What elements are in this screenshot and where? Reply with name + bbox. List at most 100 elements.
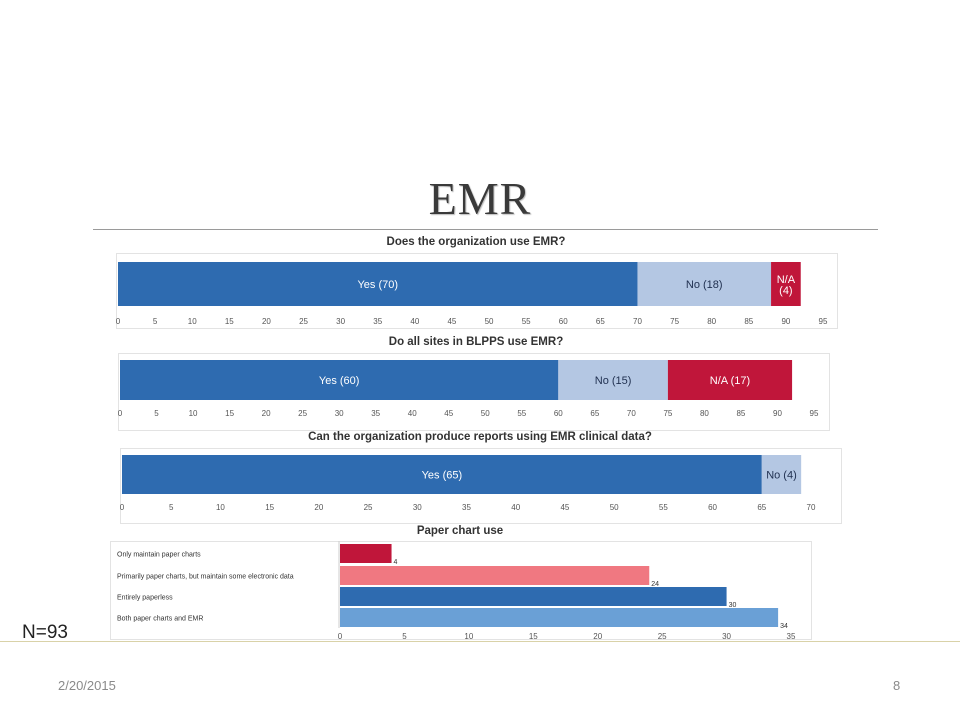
chart3-segment-label-0: Yes (65): [422, 470, 463, 482]
chart2-title: Do all sites in BLPPS use EMR?: [388, 336, 564, 348]
chart3-tick-5: 25: [364, 503, 373, 512]
chart2-tick-11: 55: [517, 409, 526, 418]
chart3-tick-11: 55: [659, 503, 668, 512]
chart4-tick-6: 30: [722, 632, 731, 641]
chart1-segment-2: [771, 262, 801, 306]
chart4-bar-1: [340, 566, 650, 585]
chart2-tick-0: 0: [118, 409, 123, 418]
chart2-segment-0: [120, 360, 559, 400]
chart2-tick-4: 20: [262, 409, 271, 418]
chart3-tick-2: 10: [216, 503, 225, 512]
chart4-category-label-1: Primarily paper charts, but maintain som…: [117, 574, 294, 581]
chart2-tick-1: 5: [154, 409, 159, 418]
chart1-tick-4: 20: [262, 317, 271, 326]
chart1-tick-18: 90: [781, 317, 790, 326]
chart3-segment-label-1: No (4): [766, 470, 797, 482]
chart4-category-label-3: Both paper charts and EMR: [117, 616, 203, 623]
chart2-tick-9: 45: [444, 409, 453, 418]
chart3-tick-8: 40: [511, 503, 520, 512]
sample-size-label: N=93: [22, 622, 68, 643]
chart2-tick-5: 25: [298, 409, 307, 418]
chart3-tick-7: 35: [462, 503, 471, 512]
page-number: 8: [893, 678, 901, 693]
chart4-category-label-0: Only maintain paper charts: [117, 552, 201, 559]
chart1-tick-19: 95: [819, 317, 828, 326]
chart4-bar-3: [340, 608, 779, 627]
chart1-tick-15: 75: [670, 317, 679, 326]
chart4-tick-3: 15: [529, 632, 538, 641]
chart3-tick-12: 60: [708, 503, 717, 512]
chart1-tick-1: 5: [153, 317, 158, 326]
chart1-tick-16: 80: [707, 317, 716, 326]
chart1-tick-8: 40: [410, 317, 419, 326]
chart2-segment-2: [667, 360, 793, 400]
chart3-title: Can the organization produce reports usi…: [308, 431, 652, 443]
chart4-value-label-0: 4: [394, 559, 398, 566]
chart2-tick-12: 60: [554, 409, 563, 418]
chart1-tick-10: 50: [485, 317, 494, 326]
chart3-tick-3: 15: [265, 503, 274, 512]
chart4-tick-0: 0: [338, 632, 343, 641]
chart2-tick-17: 85: [736, 409, 745, 418]
chart3-segment-1: [761, 455, 802, 494]
chart1-tick-9: 45: [447, 317, 456, 326]
chart1-tick-13: 65: [596, 317, 605, 326]
chart1-tick-7: 35: [373, 317, 382, 326]
chart1-title: Does the organization use EMR?: [386, 236, 566, 248]
chart2-tick-10: 50: [481, 409, 490, 418]
chart3-tick-1: 5: [169, 503, 174, 512]
chart4-value-label-2: 30: [729, 602, 737, 609]
chart4-category-label-2: Entirely paperless: [117, 595, 173, 602]
chart2-segment-label-1: No (15): [595, 375, 632, 387]
chart2-segment-1: [558, 360, 668, 400]
chart1-segment-0: [118, 262, 638, 306]
chart1-tick-11: 55: [522, 317, 531, 326]
chart1-segment-label-1: No (18): [686, 279, 723, 291]
chart1-tick-17: 85: [744, 317, 753, 326]
chart4-tick-4: 20: [593, 632, 602, 641]
chart2-segment-label-0: Yes (60): [319, 375, 360, 387]
chart2-tick-15: 75: [663, 409, 672, 418]
chart2-tick-7: 35: [371, 409, 380, 418]
chart3-tick-10: 50: [610, 503, 619, 512]
chart4-tick-1: 5: [402, 632, 407, 641]
slide-title: EMR: [428, 173, 532, 224]
chart4-value-label-3: 34: [780, 623, 788, 630]
chart2-tick-6: 30: [335, 409, 344, 418]
chart2-tick-18: 90: [773, 409, 782, 418]
chart2-tick-16: 80: [700, 409, 709, 418]
chart3-tick-14: 70: [807, 503, 816, 512]
chart4-tick-2: 10: [464, 632, 473, 641]
chart2-tick-2: 10: [189, 409, 198, 418]
chart4-bar-0: [340, 544, 392, 563]
chart1-tick-6: 30: [336, 317, 345, 326]
chart2-tick-14: 70: [627, 409, 636, 418]
chart1-segment-label-2: N/A (4): [777, 274, 796, 297]
chart4-tick-7: 35: [787, 632, 796, 641]
chart4-frame: [110, 541, 812, 640]
chart4-value-label-1: 24: [651, 581, 659, 588]
chart4-tick-5: 25: [658, 632, 667, 641]
chart3-tick-0: 0: [120, 503, 125, 512]
chart1-tick-5: 25: [299, 317, 308, 326]
chart3-tick-4: 20: [314, 503, 323, 512]
chart2-tick-19: 95: [810, 409, 819, 418]
chart1-tick-2: 10: [188, 317, 197, 326]
chart2-tick-13: 65: [590, 409, 599, 418]
chart2-tick-8: 40: [408, 409, 417, 418]
chart1-segment-1: [637, 262, 772, 306]
chart1-tick-0: 0: [116, 317, 121, 326]
chart4-title: Paper chart use: [416, 525, 504, 537]
title-divider: [93, 229, 878, 230]
footer-divider: [0, 641, 960, 642]
chart2-tick-3: 15: [225, 409, 234, 418]
chart1-tick-14: 70: [633, 317, 642, 326]
chart1-segment-label-0: Yes (70): [357, 279, 398, 291]
chart3-segment-0: [122, 455, 762, 494]
chart3-tick-6: 30: [413, 503, 422, 512]
slide-date: 2/20/2015: [58, 678, 116, 693]
